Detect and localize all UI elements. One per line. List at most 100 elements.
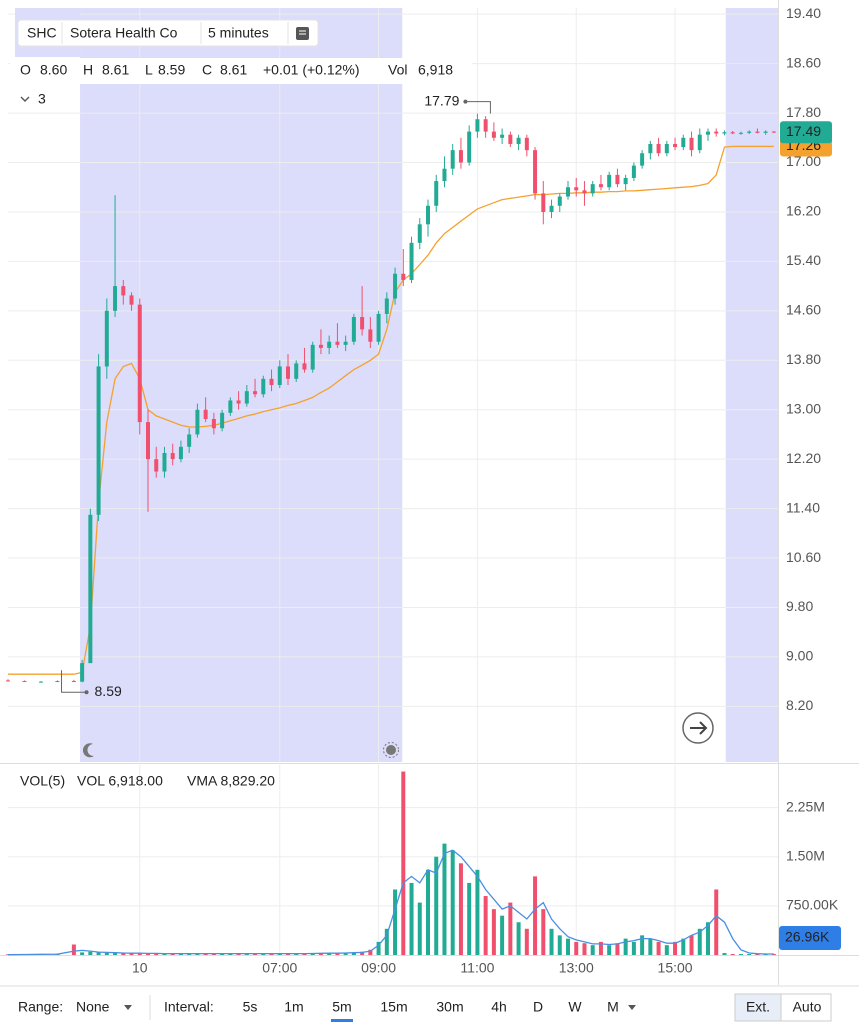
vma-line (7, 849, 774, 956)
volume-tag-label: 26.96K (785, 929, 830, 945)
interval[interactable]: 5 minutes (208, 25, 269, 41)
ohlc-key: H (83, 62, 93, 78)
volume-bar (738, 954, 743, 955)
volume-bar (187, 953, 192, 955)
x-tick-label: 09:00 (361, 960, 396, 976)
volume-bar (360, 951, 365, 955)
range-value[interactable]: None (76, 999, 110, 1015)
candle-body (121, 286, 126, 296)
range-label: Range: (18, 999, 63, 1015)
candle-body (277, 366, 282, 385)
candle-body (6, 680, 10, 682)
interval-button[interactable]: 5s (243, 999, 258, 1015)
candle-body (129, 295, 134, 305)
volume-bar (129, 953, 134, 955)
candle-body (203, 409, 208, 419)
candle-body (458, 150, 463, 163)
candle-body (376, 313, 381, 342)
candle-body (747, 131, 752, 133)
volume-bar (747, 954, 752, 955)
y-tick-label: 17.00 (786, 153, 821, 169)
volume-bar (458, 863, 463, 955)
volume-bar (261, 953, 266, 955)
candle-body (302, 363, 307, 370)
volume-bar (755, 954, 760, 955)
volume-bar (730, 954, 735, 955)
ohlc-value: 8.59 (158, 62, 185, 78)
vol-key: Vol (388, 62, 407, 78)
volume-bar (673, 941, 678, 955)
annotation-label: 8.59 (95, 683, 122, 699)
volume-bar (689, 935, 694, 955)
volume-bar (706, 922, 710, 955)
y-tick-label: 17.80 (786, 104, 821, 120)
moon-icon (82, 743, 94, 758)
candle-body (104, 310, 109, 367)
candle-body (590, 184, 595, 194)
volume-bar (376, 941, 381, 955)
volume-bar (475, 869, 480, 955)
interval-button[interactable]: 4h (491, 999, 507, 1015)
interval-button[interactable]: D (533, 999, 543, 1015)
volume-bar (442, 843, 447, 955)
candle-body (409, 242, 414, 280)
volume-bar (450, 850, 455, 955)
volume-bar (302, 953, 307, 955)
background (0, 0, 859, 985)
y-tick-label: 13.00 (786, 400, 821, 416)
volume-bar (88, 951, 93, 955)
y-tick-label: 11.40 (786, 499, 820, 515)
candle-body (80, 663, 85, 682)
y-tick-label: 16.20 (786, 203, 821, 219)
vol-title: VOL(5) (20, 773, 65, 789)
candle-body (664, 143, 669, 154)
interval-button[interactable]: M (607, 999, 619, 1015)
interval-button[interactable]: 30m (436, 999, 463, 1015)
candle-body (623, 177, 628, 185)
volume-bar (96, 952, 101, 955)
change: +0.01 (+0.12%) (263, 62, 360, 78)
ext-button[interactable]: Ext. (746, 999, 770, 1015)
company-name[interactable]: Sotera Health Co (70, 25, 178, 41)
interval-button[interactable]: 1m (284, 999, 303, 1015)
candle-body (113, 286, 118, 311)
volume-bar (549, 928, 554, 955)
volume-bar (71, 944, 76, 955)
interval-button[interactable]: 5m (332, 999, 351, 1015)
interval-button[interactable]: 15m (380, 999, 407, 1015)
candle-body (170, 452, 175, 460)
candle-body (335, 341, 340, 345)
dropdown-caret[interactable] (124, 1005, 132, 1010)
candle-body (631, 165, 636, 178)
ohlc-value: 8.61 (102, 62, 129, 78)
interval-button[interactable]: W (568, 999, 582, 1015)
ext-button-bg[interactable] (734, 993, 782, 1022)
candle-body (162, 452, 167, 472)
volume-tag (779, 926, 841, 950)
volume-bar (615, 943, 620, 955)
volume-bar (137, 953, 142, 955)
candle-body (763, 131, 768, 133)
dropdown-caret[interactable] (628, 1005, 636, 1010)
symbol[interactable]: SHC (27, 25, 57, 41)
session-shade (725, 8, 778, 762)
collapsed-count[interactable]: 3 (38, 91, 46, 107)
volume-bar (590, 945, 595, 955)
symbol-box[interactable] (17, 19, 319, 47)
interval-buttons: 5s 1m 5m 15m 30m 4h D W M (243, 999, 619, 1022)
collapse-chevron[interactable] (20, 96, 30, 102)
candle-body (360, 317, 365, 330)
volume-bar (368, 949, 373, 955)
candle-body (771, 131, 776, 133)
candle-body (137, 304, 142, 423)
volume-bar (598, 941, 603, 955)
volume-bar (401, 771, 406, 955)
ohlc-key: L (145, 62, 153, 78)
annotation-leader (61, 670, 87, 693)
volume-bar (541, 909, 546, 955)
auto-button[interactable]: Auto (793, 999, 822, 1015)
volume-bar (557, 935, 562, 955)
volume-bar (277, 953, 282, 955)
volume-bar (146, 953, 150, 955)
y-tick-label: 9.80 (786, 598, 813, 614)
